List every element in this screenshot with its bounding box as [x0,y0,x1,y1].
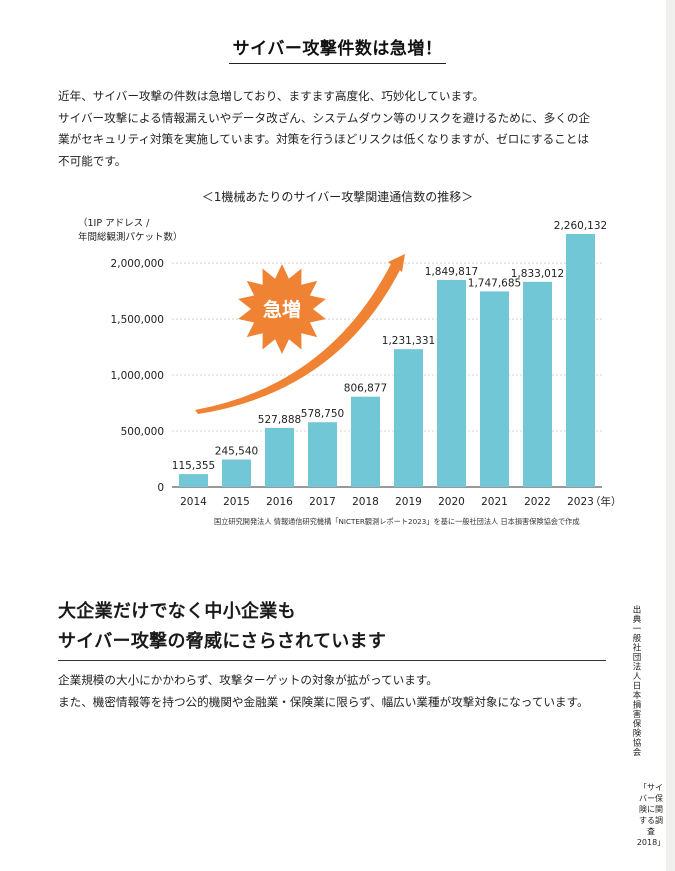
bar-value-label: 1,833,012 [511,268,564,280]
bar [351,396,380,487]
chart-source-note: 国立研究開発法人 情報通信研究機構「NICTER観測レポート2023」を基に一般… [214,517,580,526]
intro-line: サイバー攻撃による情報漏えいやデータ改ざん、システムダウン等のリスクを避けるため… [58,110,591,125]
bar-value-label: 527,888 [258,414,301,426]
bar-value-label: 2,260,132 [554,220,607,232]
bar [480,291,509,487]
bar-chart: 0 500,000 1,000,000 1,500,000 2,000,000 115,3… [111,220,622,508]
page-heading: サイバー攻撃件数は急増！ [0,34,675,64]
page-edge-strip [666,0,675,871]
x-axis-unit: （年） [590,495,622,508]
bar [437,279,466,487]
y-tick-label: 500,000 [121,426,164,438]
x-tick-label: 2020 [438,496,465,508]
bar [265,427,294,487]
side-citation-title: 「サイバー保険に関する調査2018」 [636,783,666,847]
y-tick-label: 1,000,000 [111,370,164,382]
x-tick-label: 2021 [481,496,508,508]
y-tick-label: 0 [157,482,164,494]
body-line: また、機密情報等を持つ公的機関や金融業・保険業に限らず、幅広い業種が攻撃対象にな… [58,695,589,709]
bar [523,281,552,487]
intro-line: 不可能です。 [58,153,127,168]
bar-value-label: 1,849,817 [425,266,478,278]
bar [394,349,423,487]
bar-value-label: 578,750 [301,408,344,420]
chart-title: ＜1機械あたりのサイバー攻撃関連通信数の推移＞ [201,190,474,204]
bar [308,422,337,487]
bar [566,234,595,487]
intro-paragraph: 近年、サイバー攻撃の件数は急増しており、ますます高度化、巧妙化しています。 サイ… [58,86,618,172]
bar-value-label: 1,747,685 [468,277,521,289]
body-line: 企業規模の大小にかかわらず、攻撃ターゲットの対象が拡がっています。 [58,673,438,687]
x-tick-label: 2015 [223,496,250,508]
y-axis-label: （1IP アドレス / 年間総観測パケット数） [78,218,183,243]
x-tick-label: 2022 [524,496,551,508]
x-tick-label: 2017 [309,496,336,508]
side-citation: 出典一般社団法人日本損害保険協会 [631,605,641,757]
bar [222,459,251,487]
bar-value-label: 115,355 [172,460,215,472]
bar-value-label: 806,877 [344,383,387,395]
bar-value-label: 245,540 [215,446,258,458]
surge-burst-badge [238,264,326,354]
intro-line: 近年、サイバー攻撃の件数は急増しており、ますます高度化、巧妙化しています。 [58,89,485,103]
trend-arrow-head [388,254,405,272]
bar-value-label: 1,231,331 [382,335,435,347]
surge-badge-label: 急増 [263,298,301,321]
section-body: 企業規模の大小にかかわらず、攻撃ターゲットの対象が拡がっています。 また、機密情… [58,669,618,713]
x-tick-label: 2014 [180,496,207,508]
bar [179,474,208,487]
x-tick-label: 2023 [567,496,594,508]
x-tick-label: 2018 [352,496,379,508]
y-tick-label: 2,000,000 [111,258,164,270]
x-tick-label: 2019 [395,496,422,508]
intro-line: 業がセキュリティ対策を実施しています。対策を行うほどリスクは低くなりますが、ゼロ… [58,132,589,146]
section-heading: 大企業だけでなく中小企業も サイバー攻撃の脅威にさらされています [58,597,606,661]
x-tick-label: 2016 [266,496,293,508]
y-tick-label: 1,500,000 [111,314,164,326]
